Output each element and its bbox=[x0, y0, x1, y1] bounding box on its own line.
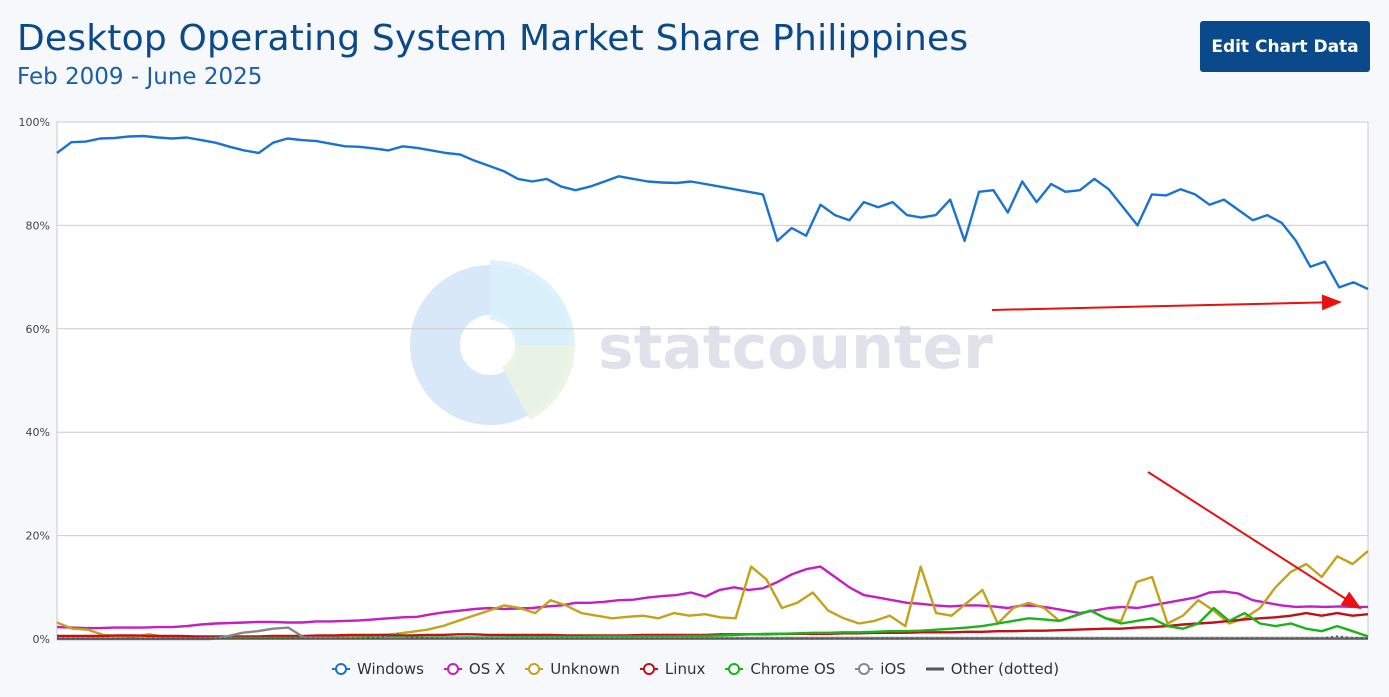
legend-item-chrome-os[interactable]: Chrome OS bbox=[723, 660, 835, 678]
chart-legend: Windows OS X Unknown Linux Chrome OS iOS Other… bbox=[0, 660, 1389, 678]
annotation-arrow bbox=[991, 294, 1342, 311]
y-tick-label: 60% bbox=[26, 323, 50, 336]
legend-item-unknown[interactable]: Unknown bbox=[523, 660, 620, 678]
series-line-windows bbox=[56, 134, 1369, 291]
legend-label: Other (dotted) bbox=[950, 660, 1060, 678]
legend-item-os-x[interactable]: OS X bbox=[442, 660, 505, 678]
series-line-chrome-os bbox=[57, 606, 1369, 640]
legend-label: Windows bbox=[356, 660, 424, 678]
plot-area bbox=[56, 121, 1369, 640]
legend-label: Linux bbox=[664, 660, 706, 678]
watermark-logo-segment bbox=[490, 345, 575, 420]
page-title: Desktop Operating System Market Share Ph… bbox=[17, 18, 969, 59]
legend-item-other-dotted[interactable]: Other (dotted) bbox=[924, 660, 1059, 678]
legend-marker-icon bbox=[639, 663, 658, 675]
y-tick-label: 20% bbox=[26, 530, 50, 543]
legend-item-linux[interactable]: Linux bbox=[638, 660, 705, 678]
series-line-os-x bbox=[56, 565, 1368, 630]
watermark-logo-segment bbox=[490, 260, 575, 345]
legend-marker-icon bbox=[855, 663, 874, 675]
legend-item-windows[interactable]: Windows bbox=[330, 660, 424, 678]
y-tick-label: 100% bbox=[19, 116, 50, 129]
legend-marker-icon bbox=[725, 663, 744, 675]
legend-marker-icon bbox=[525, 663, 544, 675]
annotation-arrow bbox=[1147, 471, 1362, 610]
page-subtitle: Feb 2009 - June 2025 bbox=[17, 64, 263, 90]
watermark-text: statcounter bbox=[598, 313, 993, 383]
watermark-logo-hole bbox=[465, 320, 515, 370]
legend-marker-icon bbox=[925, 667, 944, 671]
y-tick-label: 0% bbox=[33, 633, 50, 646]
legend-item-ios[interactable]: iOS bbox=[853, 660, 906, 678]
legend-label: OS X bbox=[468, 660, 506, 678]
legend-marker-icon bbox=[331, 663, 350, 675]
legend-marker-icon bbox=[443, 663, 462, 675]
legend-label: Unknown bbox=[550, 660, 620, 678]
y-tick-label: 80% bbox=[26, 219, 50, 232]
legend-label: Chrome OS bbox=[750, 660, 836, 678]
legend-label: iOS bbox=[880, 660, 906, 678]
y-tick-label: 40% bbox=[26, 426, 50, 439]
edit-chart-data-button[interactable]: Edit Chart Data bbox=[1200, 21, 1370, 72]
